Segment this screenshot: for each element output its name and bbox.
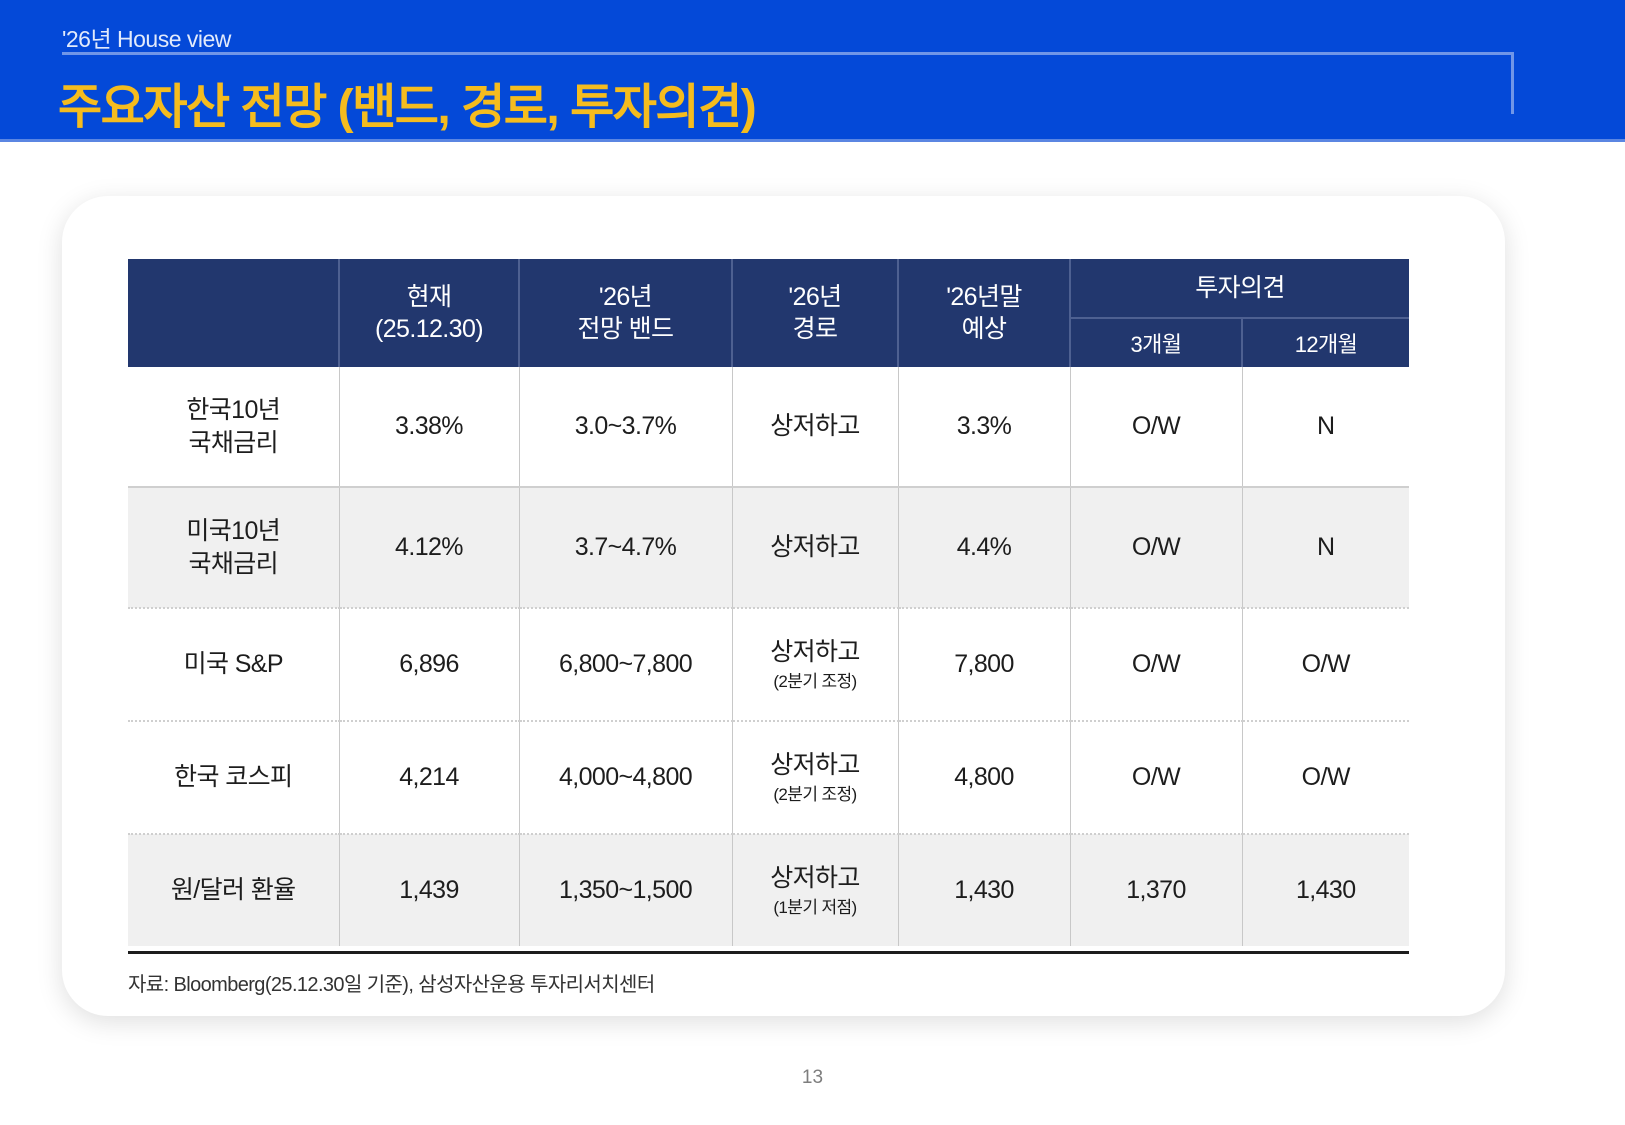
- header-band-line1: '26년: [598, 283, 653, 311]
- header-current-line2: (25.12.30): [375, 315, 484, 343]
- asset-line2: 국채금리: [188, 428, 279, 457]
- header-path-line2: 경로: [792, 315, 838, 343]
- cell-year-end: 3.3%: [898, 367, 1071, 487]
- slide-header-band: '26년 House view 주요자산 전망 (밴드, 경로, 투자의견): [0, 0, 1625, 142]
- table-bottom-rule: [128, 951, 1409, 954]
- path-note: (1분기 저점): [773, 897, 857, 917]
- cell-path: 상저하고: [732, 367, 899, 487]
- asset-line2: 국채금리: [188, 549, 279, 578]
- cell-view-12m: N: [1317, 412, 1335, 441]
- cell-year-end: 7,800: [898, 607, 1071, 721]
- cell-asset: 한국10년 국채금리: [128, 367, 340, 487]
- asset-line1: 원/달러 환율: [170, 876, 296, 905]
- header-band-line2: 전망 밴드: [577, 315, 675, 343]
- cell-asset: 한국 코스피: [128, 720, 340, 834]
- asset-line1: 한국10년: [186, 396, 281, 424]
- cell-band: 1,350~1,500: [519, 833, 733, 946]
- header-current-line1: 현재: [406, 283, 452, 311]
- header-cell-view-12m: 12개월: [1242, 317, 1410, 367]
- cell-band: 6,800~7,800: [519, 607, 733, 721]
- header-year-end-line1: '26년말: [946, 283, 1022, 311]
- cell-current: 1,439: [339, 833, 520, 946]
- table-body: 한국10년 국채금리 3.38% 3.0~3.7% 상저하고 3.3% O/W …: [128, 367, 1410, 946]
- content-card: 현재 (25.12.30) '26년 전망 밴드 '26년 경로 '26년말 예…: [62, 196, 1505, 1016]
- table-row: 한국10년 국채금리 3.38% 3.0~3.7% 상저하고 3.3% O/W …: [128, 367, 1409, 487]
- header-year-end-line2: 예상: [961, 315, 1007, 343]
- header-underline: [0, 139, 1625, 142]
- path-label: 상저하고: [770, 864, 860, 893]
- cell-current: 4,214: [339, 720, 520, 834]
- header-rule-vertical: [1511, 52, 1514, 114]
- cell-current: 3.38%: [339, 367, 520, 487]
- cell-year-end: 1,430: [898, 833, 1071, 946]
- cell-band: 4,000~4,800: [519, 720, 733, 834]
- cell-current: 6,896: [339, 607, 520, 721]
- page-number: 13: [801, 1067, 824, 1088]
- path-label: 상저하고: [770, 412, 860, 441]
- cell-view-12m: N: [1242, 486, 1410, 608]
- header-cell-band: '26년 전망 밴드: [519, 259, 733, 367]
- cell-view-3m: O/W: [1070, 486, 1243, 608]
- asset-line1: 미국 S&P: [183, 650, 284, 679]
- path-note: (2분기 조정): [773, 671, 857, 691]
- cell-path: 상저하고 (1분기 저점): [732, 833, 899, 946]
- cell-band: 3.7~4.7%: [519, 486, 733, 608]
- forecast-table: 현재 (25.12.30) '26년 전망 밴드 '26년 경로 '26년말 예…: [128, 259, 1410, 946]
- table-row: 한국 코스피 4,214 4,000~4,800 상저하고 (2분기 조정) 4…: [128, 720, 1410, 834]
- table-header-row-2: 3개월 12개월: [128, 317, 1410, 367]
- cell-year-end: 4,800: [898, 720, 1071, 834]
- cell-view-12m: O/W: [1242, 720, 1410, 834]
- table-head: 현재 (25.12.30) '26년 전망 밴드 '26년 경로 '26년말 예…: [128, 259, 1410, 367]
- header-cell-investment-view: 투자의견: [1070, 259, 1410, 318]
- cell-current: 4.12%: [339, 486, 520, 608]
- path-note: (2분기 조정): [773, 784, 857, 804]
- path-label: 상저하고: [770, 638, 860, 667]
- path-label: 상저하고: [770, 533, 860, 562]
- cell-view-3m: 1,370: [1070, 833, 1243, 946]
- header-cell-asset: [128, 259, 340, 367]
- path-label: 상저하고: [770, 751, 860, 780]
- header-cell-current: 현재 (25.12.30): [339, 259, 520, 367]
- page-title: 주요자산 전망 (밴드, 경로, 투자의견): [58, 81, 757, 134]
- header-cell-year-end: '26년말 예상: [898, 259, 1071, 367]
- eyebrow-label: '26년 House view: [62, 26, 231, 52]
- cell-view-12m: 1,430: [1242, 833, 1410, 946]
- header-path-line1: '26년: [788, 283, 842, 311]
- cell-path: 상저하고: [732, 486, 899, 608]
- cell-year-end: 4.4%: [898, 486, 1071, 608]
- cell-asset: 원/달러 환율: [128, 833, 340, 946]
- header-cell-view-3m: 3개월: [1070, 317, 1243, 367]
- asset-line1: 한국 코스피: [174, 763, 293, 792]
- forecast-table-wrap: 현재 (25.12.30) '26년 전망 밴드 '26년 경로 '26년말 예…: [128, 259, 1410, 946]
- cell-asset: 미국10년 국채금리: [128, 486, 340, 608]
- cell-view-3m: O/W: [1070, 720, 1243, 834]
- asset-line1: 미국10년: [186, 517, 281, 545]
- cell-view-3m: O/W: [1070, 607, 1243, 721]
- cell-asset: 미국 S&P: [128, 607, 340, 721]
- source-note: 자료: Bloomberg(25.12.30일 기준), 삼성자산운용 투자리서…: [128, 974, 655, 996]
- table-row: 미국 S&P 6,896 6,800~7,800 상저하고 (2분기 조정) 7…: [128, 607, 1410, 721]
- table-row: 원/달러 환율 1,439 1,350~1,500 상저하고 (1분기 저점) …: [128, 833, 1410, 946]
- cell-view-3m: O/W: [1070, 367, 1243, 487]
- cell-path: 상저하고 (2분기 조정): [732, 607, 899, 721]
- table-row: 미국10년 국채금리 4.12% 3.7~4.7% 상저하고 4.4% O/W …: [128, 486, 1410, 608]
- header-cell-path: '26년 경로: [732, 259, 899, 367]
- table-header-row-1: 현재 (25.12.30) '26년 전망 밴드 '26년 경로 '26년말 예…: [128, 259, 1410, 367]
- header-rule-horizontal: [62, 52, 1514, 55]
- cell-path: 상저하고 (2분기 조정): [732, 720, 899, 834]
- cell-band: 3.0~3.7%: [519, 367, 733, 487]
- cell-view-12m: O/W: [1242, 607, 1410, 721]
